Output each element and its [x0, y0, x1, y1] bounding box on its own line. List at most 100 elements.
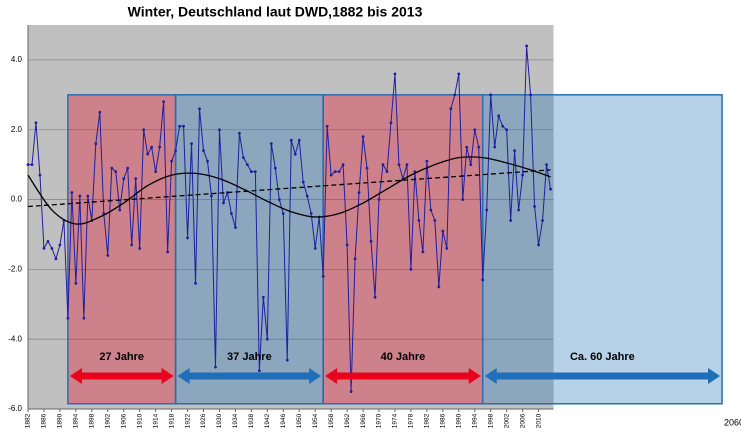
x-tick-label: 1898: [89, 413, 96, 428]
x-tick-label: 1922: [184, 413, 191, 428]
data-point: [206, 159, 209, 163]
x-tick-label: 1882: [25, 413, 32, 428]
x-tick-label: 1958: [328, 413, 335, 428]
data-point: [150, 145, 154, 149]
data-point: [34, 121, 38, 125]
data-point: [453, 93, 457, 97]
x-tick-label: 1930: [216, 413, 223, 428]
data-point: [281, 212, 285, 215]
data-point: [82, 316, 86, 320]
data-point: [146, 152, 150, 156]
data-point: [369, 240, 373, 243]
data-point: [182, 124, 185, 128]
data-point: [273, 166, 277, 170]
data-point: [230, 212, 233, 215]
period-label: 37 Jahre: [227, 351, 272, 363]
x-tick-label: 1994: [471, 413, 478, 428]
data-point: [305, 194, 309, 198]
data-point: [194, 281, 197, 285]
data-point: [210, 194, 213, 198]
data-point: [525, 44, 528, 48]
data-point: [541, 219, 544, 222]
data-point: [293, 152, 297, 156]
data-point: [337, 170, 341, 174]
data-point: [277, 198, 281, 201]
data-point: [190, 142, 193, 146]
data-point: [58, 243, 62, 247]
data-point: [445, 247, 449, 250]
y-tick-label: 0.0: [11, 195, 23, 204]
x-tick-label: 1890: [57, 413, 64, 428]
data-point: [186, 236, 189, 240]
data-point: [393, 72, 397, 76]
data-point: [162, 100, 166, 104]
data-point: [110, 166, 114, 170]
data-point: [465, 145, 469, 149]
x-tick-label: 1942: [264, 413, 271, 428]
data-point: [54, 257, 58, 261]
data-point: [489, 93, 493, 97]
data-point: [249, 170, 253, 174]
x-tick-label: 1934: [232, 413, 239, 428]
data-point: [437, 285, 441, 289]
data-point: [134, 177, 138, 181]
data-point: [529, 93, 532, 97]
data-point: [174, 149, 177, 153]
data-point: [126, 166, 130, 170]
trend-line: [27, 156, 551, 225]
data-point: [30, 163, 34, 167]
data-point: [485, 208, 489, 212]
x-tick-label: 1954: [312, 413, 319, 428]
x-tick-label: 1998: [487, 413, 494, 428]
data-point: [202, 149, 205, 153]
data-point: [349, 390, 353, 393]
data-point: [425, 159, 429, 163]
data-point: [42, 247, 46, 250]
data-point: [245, 163, 249, 167]
data-point: [234, 226, 237, 229]
y-tick-label: -4.0: [8, 334, 22, 343]
data-point: [138, 247, 142, 250]
data-point: [397, 163, 401, 167]
y-tick-label: 2.0: [11, 125, 23, 134]
period-label: 27 Jahre: [99, 351, 144, 363]
x-tick-label: 1938: [248, 413, 255, 428]
data-point: [533, 205, 536, 208]
period-label: Ca. 60 Jahre: [570, 351, 635, 363]
data-point: [154, 170, 158, 174]
data-point: [441, 229, 445, 233]
x-tick-label: 1974: [392, 413, 399, 428]
x-tick-label: 1894: [73, 413, 80, 428]
data-point: [158, 145, 162, 149]
data-point: [26, 163, 30, 167]
data-point: [537, 243, 540, 247]
data-point: [477, 145, 481, 149]
x-tick-label: 1906: [120, 413, 127, 428]
period-arrow: [484, 368, 721, 384]
data-point: [222, 201, 225, 205]
period-box: [481, 94, 723, 405]
x-tick-label: 1990: [456, 413, 463, 428]
data-point: [389, 121, 393, 125]
data-point: [409, 267, 413, 271]
x-tick-label: 1970: [376, 413, 383, 428]
data-point: [421, 250, 425, 254]
data-point: [469, 163, 473, 167]
data-point: [106, 254, 110, 257]
data-point: [297, 138, 301, 142]
x-tick-label: 1918: [168, 413, 175, 428]
data-point: [385, 170, 389, 174]
data-point: [257, 369, 261, 372]
data-point: [166, 250, 170, 254]
data-point: [449, 107, 453, 111]
data-point: [353, 257, 357, 261]
data-point: [94, 142, 98, 146]
data-point: [98, 110, 102, 114]
y-tick-label: 4.0: [11, 55, 23, 64]
data-point: [241, 156, 245, 160]
data-point: [333, 170, 337, 174]
data-point: [313, 247, 317, 250]
x-tick-label: 1902: [104, 413, 111, 428]
data-point: [481, 278, 485, 282]
data-point: [178, 124, 181, 128]
